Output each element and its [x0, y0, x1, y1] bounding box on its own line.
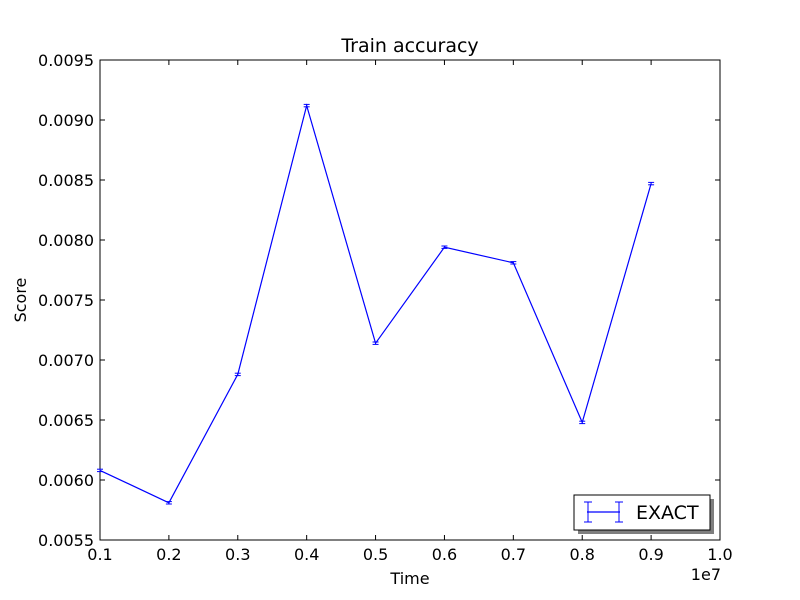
y-tick-label: 0.0080: [38, 231, 94, 250]
plot-area: [99, 59, 721, 541]
legend-marker: [584, 501, 623, 523]
ticks-layer: 0.1 0.2 0.3 0.4 0.5 0.6 0.7 0.8 0.9 1.0 0.0055 0.00…: [38, 51, 733, 564]
y-tick-label: 0.0095: [38, 51, 94, 70]
x-tick-label: 0.2: [156, 545, 181, 564]
y-tick-label: 0.0055: [38, 531, 94, 550]
x-axis-label: Time: [389, 569, 429, 588]
y-tick-label: 0.0060: [38, 471, 94, 490]
y-tick-label: 0.0085: [38, 171, 94, 190]
x-tick-label: 0.8: [569, 545, 594, 564]
x-tick-label: 0.3: [225, 545, 250, 564]
y-tick-label: 0.0065: [38, 411, 94, 430]
x-tick-label: 0.5: [363, 545, 388, 564]
y-axis-label: Score: [11, 278, 30, 323]
x-tick-label: 1.0: [707, 545, 732, 564]
legend: EXACT: [573, 494, 714, 534]
y-tick-label: 0.0070: [38, 351, 94, 370]
x-tick-label: 0.9: [638, 545, 663, 564]
series-layer: [97, 103, 655, 505]
x-axis-offset-label: 1e7: [691, 565, 721, 584]
x-tick-label: 0.6: [432, 545, 457, 564]
y-tick-label: 0.0090: [38, 111, 94, 130]
legend-label: EXACT: [636, 502, 699, 524]
x-tick-label: 0.7: [501, 545, 526, 564]
x-tick-label: 0.1: [87, 545, 112, 564]
x-tick-label: 0.4: [294, 545, 319, 564]
chart-title: Train accuracy: [340, 35, 478, 57]
y-tick-label: 0.0075: [38, 291, 94, 310]
